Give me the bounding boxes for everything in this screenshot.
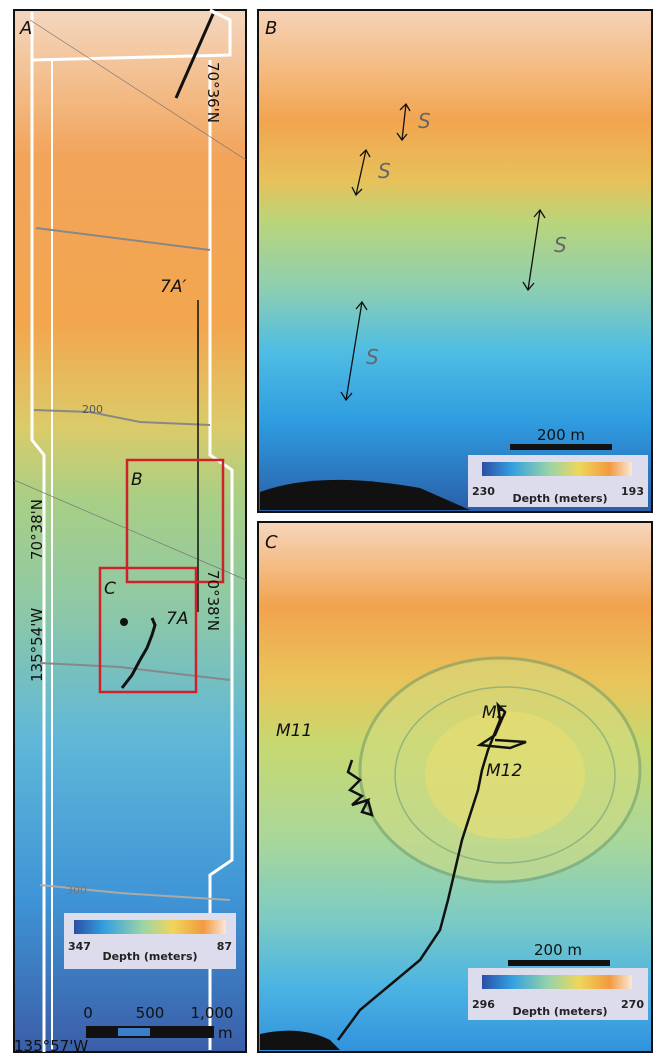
scale-label: 200 m xyxy=(537,426,585,444)
colorbar-min: 296 xyxy=(472,998,495,1011)
map-b xyxy=(258,10,652,512)
scale-unit: m xyxy=(218,1024,233,1042)
sediment-label: S xyxy=(366,345,379,369)
scale-label: 200 m xyxy=(534,941,582,959)
sediment-label: S xyxy=(378,159,391,183)
scale-bar xyxy=(508,960,610,966)
scale-bar xyxy=(118,1028,150,1036)
latitude-label: 70°38'N xyxy=(204,570,222,631)
colorbar xyxy=(482,975,632,989)
inset-label: C xyxy=(104,579,116,599)
rov-track xyxy=(120,618,128,626)
colorbar xyxy=(74,920,226,934)
figure: A 70°36'N 7A′ 200 B 70°38'N 135°54'W 7A … xyxy=(0,0,656,1056)
contour-label: 300 xyxy=(66,884,87,897)
contour-label: 200 xyxy=(82,403,103,416)
colorbar-max: 270 xyxy=(621,998,644,1011)
panel-b: B S S S S 200 m 230 Depth (meters) 193 xyxy=(258,10,652,512)
station-label: M12 xyxy=(486,761,522,781)
scale-label: 500 xyxy=(136,1004,165,1022)
scale-bar xyxy=(510,444,612,450)
latitude-label: 70°38'N xyxy=(28,499,46,560)
sediment-label: S xyxy=(418,109,431,133)
colorbar-max: 87 xyxy=(217,940,232,953)
panel-label: A xyxy=(19,18,32,39)
panel-label: B xyxy=(265,18,277,39)
panel-label: C xyxy=(265,532,278,553)
colorbar xyxy=(482,462,632,476)
panel-a: A 70°36'N 7A′ 200 B 70°38'N 135°54'W 7A … xyxy=(14,10,246,1055)
colorbar-min: 347 xyxy=(68,940,91,953)
longitude-label: 135°57'W xyxy=(14,1037,88,1055)
scale-label: 1,000 xyxy=(191,1004,234,1022)
colorbar-title: Depth (meters) xyxy=(512,492,607,505)
scale-label: 0 xyxy=(83,1004,93,1022)
station-label: M11 xyxy=(276,721,312,741)
station-label: M5 xyxy=(482,703,507,723)
latitude-label: 70°36'N xyxy=(204,62,222,123)
profile-label: 7A xyxy=(166,609,188,629)
colorbar-title: Depth (meters) xyxy=(512,1005,607,1018)
panel-c: C M11 M5 M12 200 m 296 Depth (meters) 27… xyxy=(258,522,652,1052)
profile-label: 7A′ xyxy=(160,277,186,297)
longitude-label: 135°54'W xyxy=(28,608,46,682)
sediment-label: S xyxy=(554,233,567,257)
inset-label: B xyxy=(131,470,143,490)
colorbar-max: 193 xyxy=(621,485,644,498)
colorbar-min: 230 xyxy=(472,485,495,498)
colorbar-title: Depth (meters) xyxy=(102,950,197,963)
